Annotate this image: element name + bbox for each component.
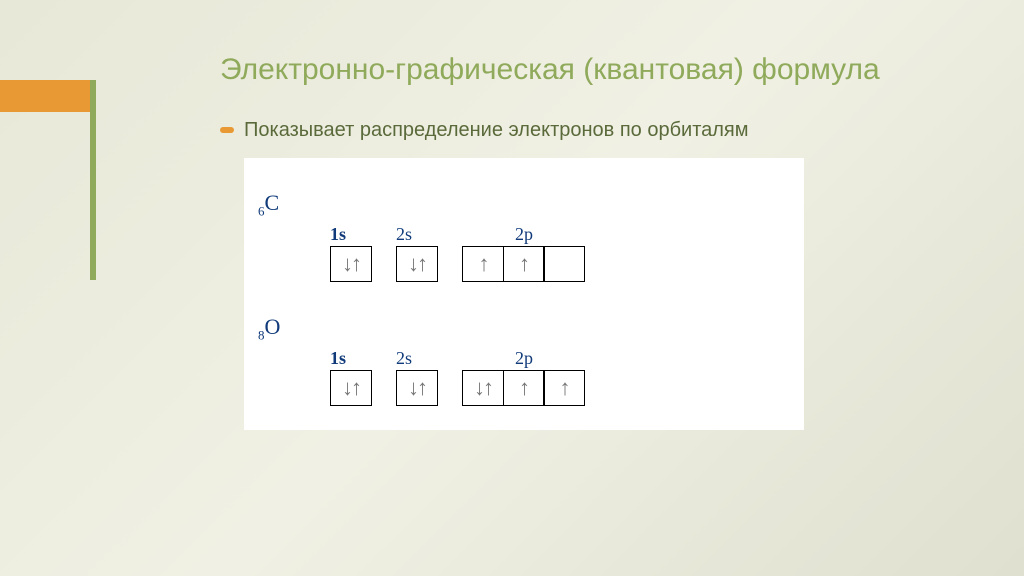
orbital-diagram: 6C 1s ↓↑ 2s ↓↑ 2p ↑ ↑ [244,158,804,430]
orbital-box: ↑ [503,370,545,406]
element-row-carbon: 6C 1s ↓↑ 2s ↓↑ 2p ↑ ↑ [258,170,790,282]
orbital-box: ↑ [462,246,504,282]
element-letter: O [265,314,281,339]
element-letter: C [265,190,280,215]
bullet-icon [220,127,234,133]
orbital-boxes: ↑ ↑ [462,246,585,282]
orbital-boxes: ↓↑ [396,370,438,406]
orbital-1s: 1s ↓↑ [330,348,372,406]
orbital-box: ↓↑ [330,246,372,282]
orbital-2s: 2s ↓↑ [396,224,438,282]
orbital-label: 2s [396,224,412,245]
accent-line [90,80,96,280]
orbital-boxes: ↓↑ [330,370,372,406]
element-symbol: 8O [258,314,306,385]
orbital-1s: 1s ↓↑ [330,224,372,282]
orbital-box: ↓↑ [462,370,504,406]
orbital-boxes: ↓↑ ↑ ↑ [462,370,585,406]
orbital-boxes: ↓↑ [396,246,438,282]
orbital-2s: 2s ↓↑ [396,348,438,406]
orbital-label: 1s [330,224,346,245]
orbital-box [543,246,585,282]
orbital-label: 2s [396,348,412,369]
element-row-oxygen: 8O 1s ↓↑ 2s ↓↑ 2p ↓↑ ↑ ↑ [258,294,790,406]
orbital-2p: 2p ↑ ↑ [462,224,586,282]
slide-content: Электронно-графическая (квантовая) форму… [220,50,984,430]
accent-bar [0,80,90,112]
orbital-box: ↓↑ [396,370,438,406]
slide-subtitle: Показывает распределение электронов по о… [244,117,749,144]
element-symbol: 6C [258,190,306,261]
orbital-label: 1s [330,348,346,369]
orbital-label: 2p [462,224,586,245]
slide-title: Электронно-графическая (квантовая) форму… [220,50,984,89]
orbital-box: ↓↑ [330,370,372,406]
orbital-2p: 2p ↓↑ ↑ ↑ [462,348,586,406]
bullet-row: Показывает распределение электронов по о… [220,117,984,144]
orbital-box: ↑ [503,246,545,282]
orbital-box: ↑ [543,370,585,406]
orbital-label: 2p [462,348,586,369]
orbital-boxes: ↓↑ [330,246,372,282]
orbital-box: ↓↑ [396,246,438,282]
